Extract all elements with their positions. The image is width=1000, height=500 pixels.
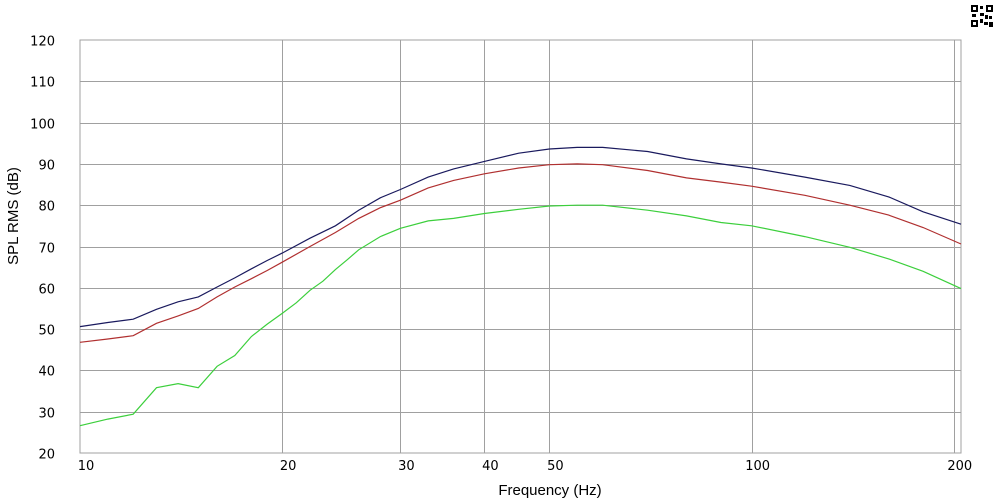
x-tick-label: 50 <box>547 459 564 474</box>
x-tick-label: 30 <box>398 459 415 474</box>
qr-code-icon <box>970 4 994 28</box>
y-tick-label: 20 <box>38 448 55 463</box>
x-tick-labels: 10 20 30 40 50 100 200 <box>78 459 972 474</box>
x-tick-label: 20 <box>280 459 297 474</box>
y-axis-title: SPL RMS (dB) <box>5 167 22 265</box>
y-tick-label: 40 <box>38 365 55 380</box>
series-layer <box>79 146 962 427</box>
series-line-3 <box>79 204 962 427</box>
grid-x <box>282 40 955 453</box>
series-line-2 <box>79 163 962 343</box>
y-tick-labels: 20 30 40 50 60 70 80 90 100 110 120 <box>30 35 55 463</box>
x-tick-label: 100 <box>745 459 770 474</box>
y-tick-label: 90 <box>38 159 55 174</box>
y-tick-label: 80 <box>38 200 55 215</box>
x-tick-label: 10 <box>78 459 95 474</box>
y-tick-label: 50 <box>38 324 55 339</box>
x-tick-label: 200 <box>947 459 972 474</box>
series-line-1 <box>79 146 962 328</box>
x-tick-label: 40 <box>482 459 499 474</box>
plot-frame <box>79 39 962 454</box>
y-tick-label: 100 <box>30 118 55 133</box>
y-tick-label: 110 <box>30 76 55 91</box>
y-tick-label: 120 <box>30 35 55 50</box>
grid-y <box>80 81 961 413</box>
x-axis-title: Frequency (Hz) <box>498 482 601 499</box>
y-tick-label: 60 <box>38 283 55 298</box>
y-tick-label: 70 <box>38 242 55 257</box>
y-tick-label: 30 <box>38 407 55 422</box>
